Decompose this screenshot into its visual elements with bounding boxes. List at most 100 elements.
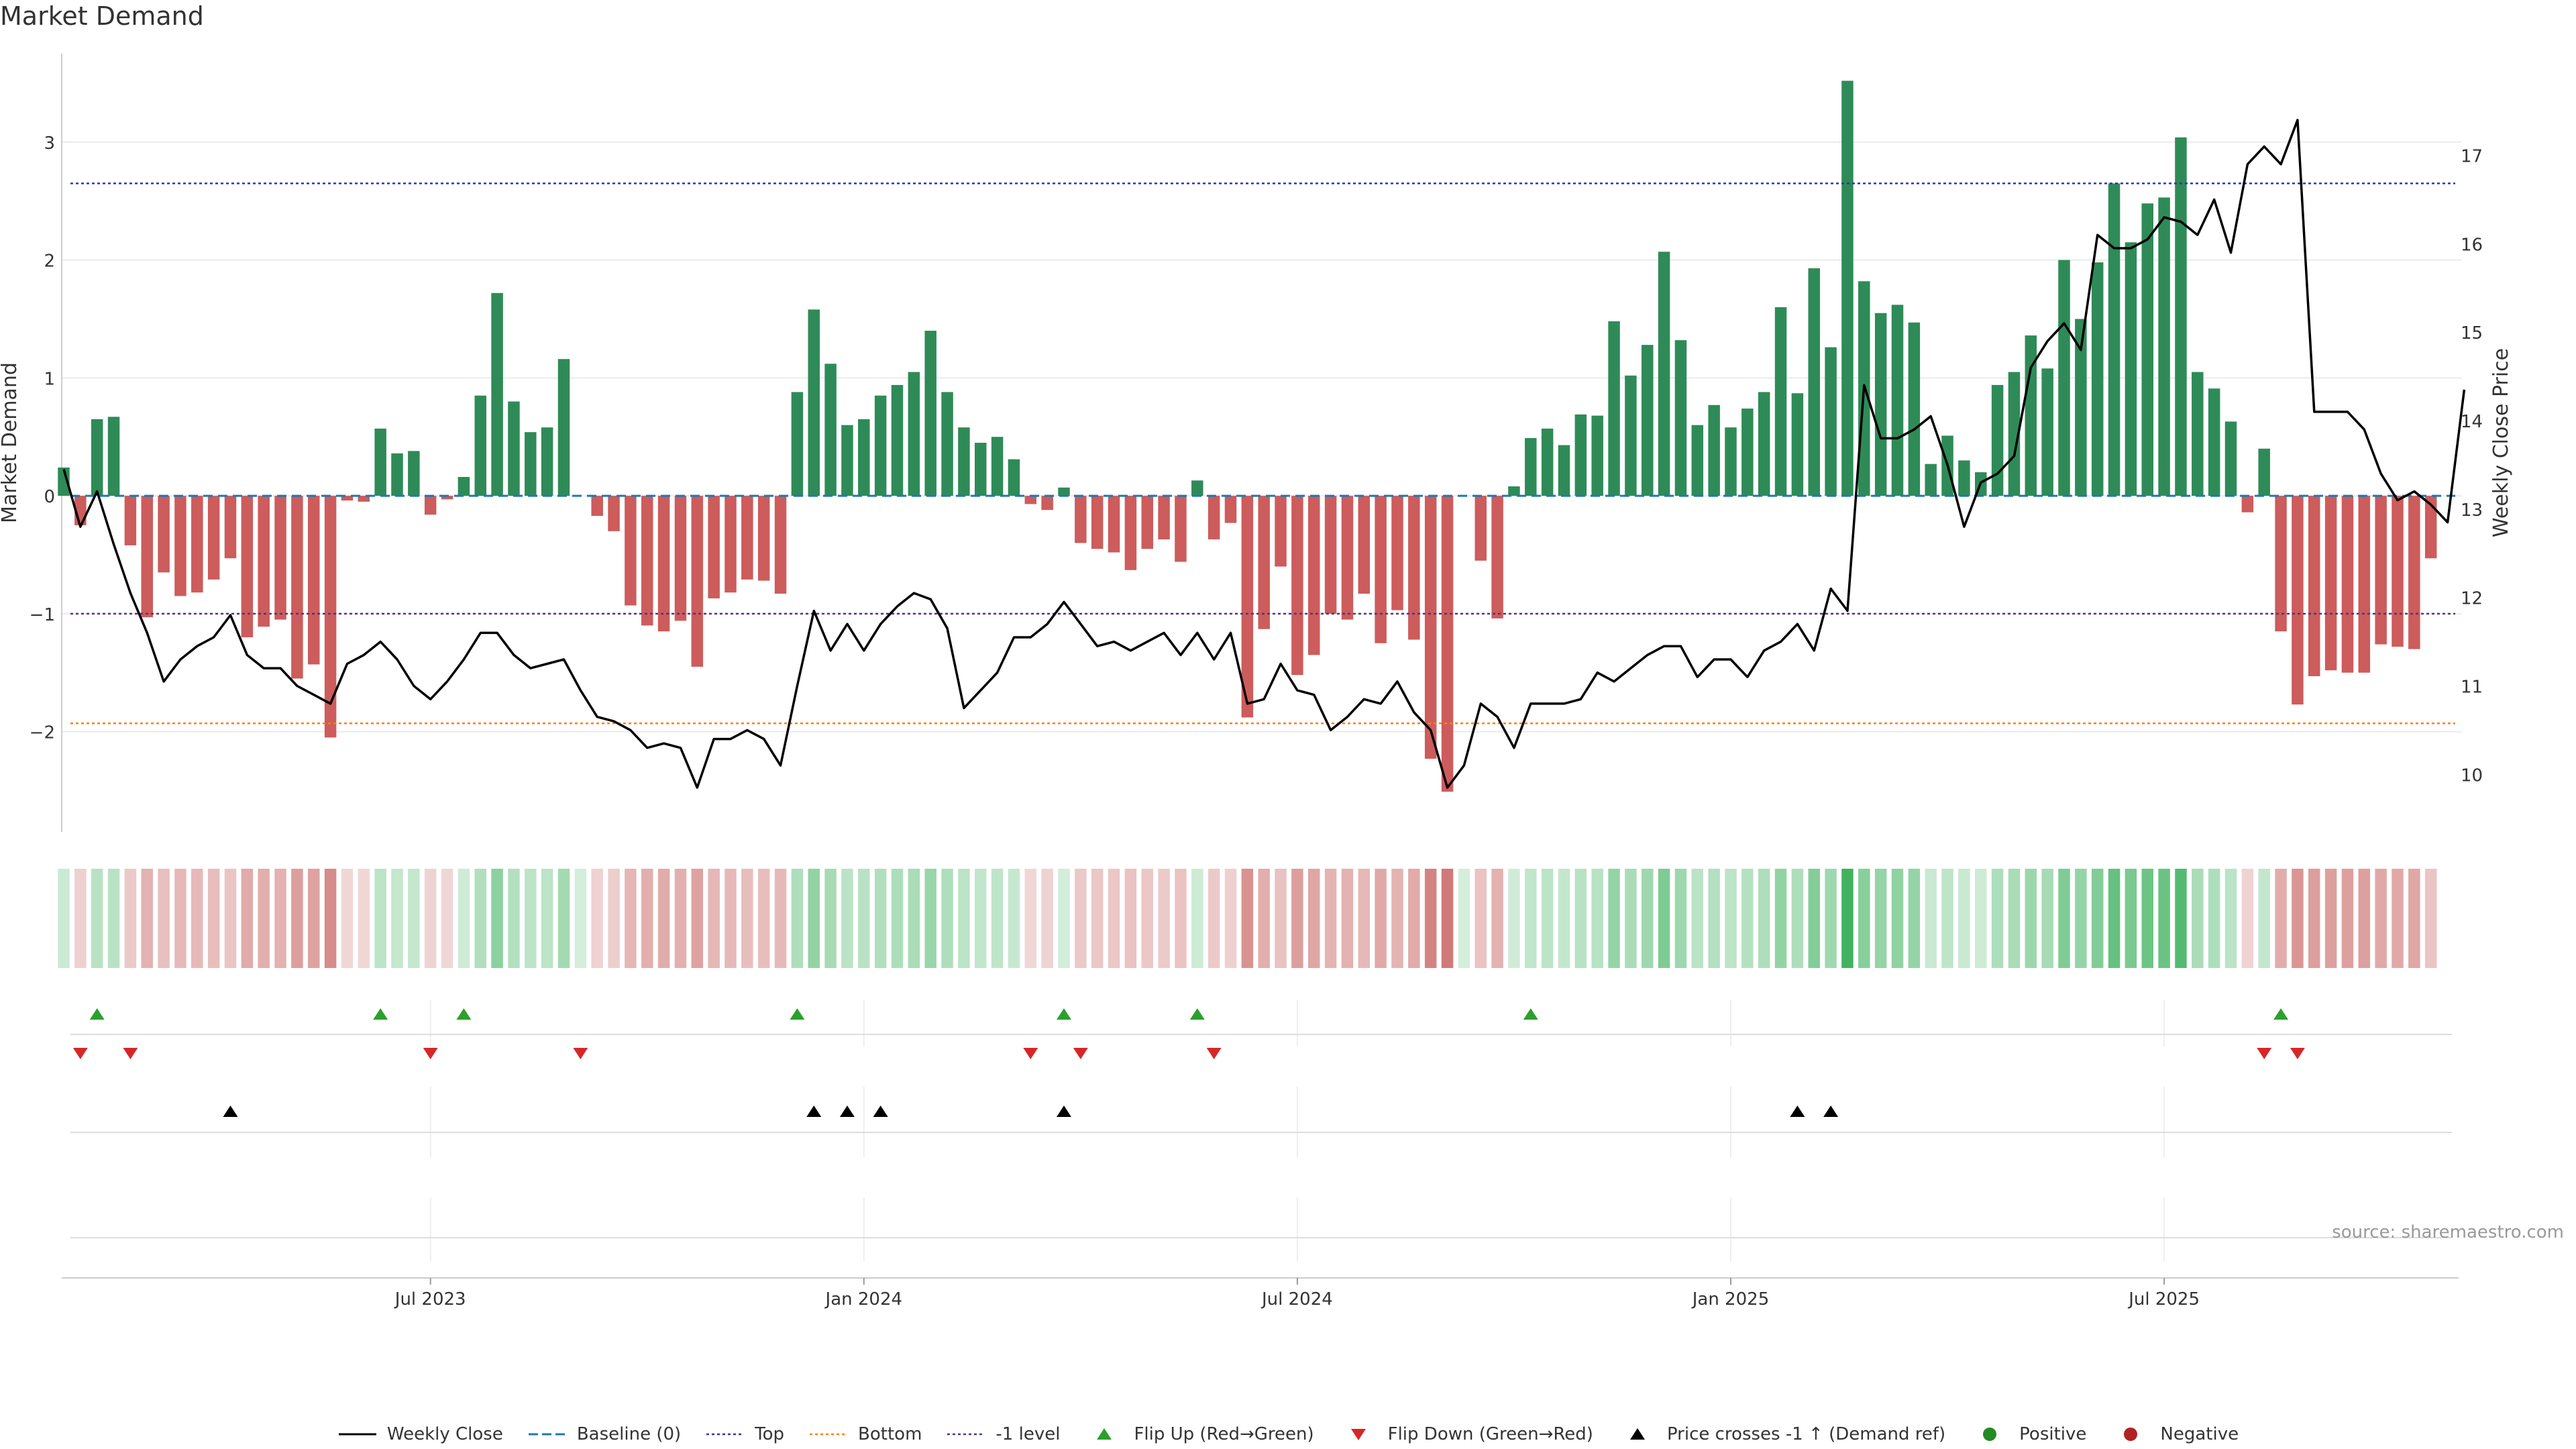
strip-cell [958,869,970,968]
strip-cell [1324,869,1337,968]
strip-cell [2275,869,2287,968]
demand-bar [2208,388,2220,496]
demand-bar [924,331,936,496]
strip-cell [1358,869,1371,968]
strip-cell [1841,869,1854,968]
demand-bar [274,496,286,620]
strip-cell [975,869,987,968]
strip-cell [1825,869,1837,968]
strip-cell [1258,869,1270,968]
price-cross-marker [1823,1106,1839,1117]
strip-cell [224,869,237,968]
demand-bar [841,425,853,496]
flip-up-marker [456,1008,472,1020]
strip-cell [1291,869,1303,968]
demand-bar [774,496,787,594]
strip-cell [1241,869,1254,968]
flip-up-marker [790,1008,805,1020]
strip-cell [824,869,837,968]
strip-cell [874,869,887,968]
strip-cell [2324,869,2337,968]
demand-bar [58,467,70,496]
strip-cell [1908,869,1921,968]
strip-cell [1774,869,1787,968]
demand-bar [1258,496,1270,629]
x-tick-label: Jan 2025 [1691,1289,1770,1309]
weekly-close-legend-icon [337,1426,378,1443]
demand-bar [1024,496,1037,504]
strip-cell [808,869,820,968]
demand-bar [625,496,637,606]
demand-bar [1908,322,1921,496]
demand-bar [791,392,804,496]
demand-bar [1925,464,1937,496]
demand-bar [891,384,904,496]
demand-bar [2192,372,2204,496]
legend-item-baseline: Baseline (0) [527,1424,681,1444]
demand-bar [2125,242,2137,496]
price-cross-marker [873,1106,888,1117]
y2-tick-label: 17 [2461,147,2483,167]
demand-bar [708,496,720,598]
demand-bar [2141,203,2153,496]
demand-bar [358,496,370,502]
legend-label: Positive [2019,1424,2087,1444]
strip-cell [2341,869,2354,968]
strip-cell [341,869,354,968]
legend-item-flip-down: Flip Down (Green→Red) [1338,1424,1593,1444]
strip-cell [1175,869,1187,968]
strip-cell [258,869,270,968]
demand-bar [2292,496,2304,705]
y2-tick-label: 14 [2461,412,2483,432]
y2-tick-label: 10 [2461,765,2483,786]
reference-lines [70,182,2455,724]
demand-bar [1741,409,1754,496]
strip-cell [207,869,220,968]
x-tick-label: Jan 2024 [824,1289,903,1309]
strip-cell [1441,869,1454,968]
strip-cell [841,869,853,968]
demand-bar [2041,368,2053,496]
flip-down-marker [123,1048,138,1059]
y-tick-label: 1 [44,369,55,389]
strip-cell [2258,869,2270,968]
demand-bar [641,496,653,626]
demand-bar [1574,414,1587,496]
demand-bar [1208,496,1220,540]
demand-bar [308,496,320,665]
price-line [62,119,2466,789]
demand-bar [1041,496,1053,511]
source-note: source: sharemaestro.com [2332,1222,2564,1242]
strip-cell [791,869,804,968]
strip-cell [1858,869,1870,968]
demand-bar [124,496,137,545]
demand-bar [508,401,520,496]
demand-bar [408,451,420,496]
strip-cell [158,869,170,968]
demand-bar [1674,340,1687,496]
demand-bar [441,496,453,500]
demand-bar [741,496,753,580]
legend-item-weekly-close: Weekly Close [337,1424,503,1444]
flip-down-legend-icon [1338,1426,1379,1443]
x-axis: Jul 2023 Jan 2024 Jul 2024 Jan 2025 Jul 2025 [62,1277,2459,1309]
demand-bar [2175,137,2187,496]
strip-cell [324,869,337,968]
legend-item-flip-up: Flip Up (Red→Green) [1084,1424,1314,1444]
demand-bar [224,496,237,559]
strip-cell [1808,869,1820,968]
demand-bar [1341,496,1354,620]
demand-bar [1874,313,1887,496]
demand-bar [1591,415,1603,496]
demand-bar [1324,496,1337,614]
y-tick-label: 3 [44,133,55,154]
strip-cell [1574,869,1587,968]
demand-bar [1175,496,1187,562]
demand-bar [458,476,470,496]
strip-cell [1341,869,1354,968]
strip-cell [908,869,920,968]
strip-cell [891,869,904,968]
strip-cell [2192,869,2204,968]
demand-bar [1758,392,1770,496]
strip-cell [674,869,687,968]
